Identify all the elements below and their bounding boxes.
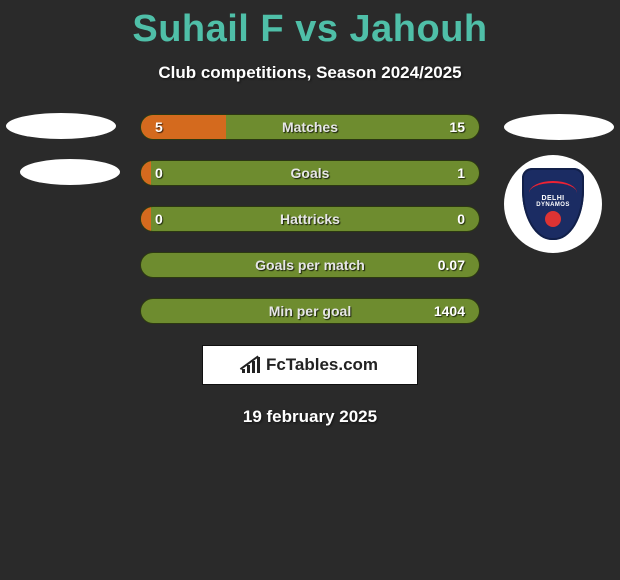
stat-label: Matches [141, 119, 479, 135]
crest-line1: DELHI [542, 195, 565, 202]
stat-row: 5Matches15 [0, 113, 620, 141]
stat-row: Min per goal1404 [0, 297, 620, 325]
stat-right-value: 1 [457, 165, 465, 181]
club-badge: DELHIDYNAMOS [504, 155, 602, 253]
stat-label: Goals [141, 165, 479, 181]
subtitle: Club competitions, Season 2024/2025 [0, 63, 620, 83]
stat-label: Hattricks [141, 211, 479, 227]
brand-box[interactable]: FcTables.com [202, 345, 418, 385]
page-title: Suhail F vs Jahouh [0, 0, 620, 51]
stats-rows: 5Matches15DELHIDYNAMOS0Goals10Hattricks0… [0, 113, 620, 325]
stat-bar: 0Goals1 [140, 160, 480, 186]
player-right-placeholder-icon [504, 114, 614, 140]
stat-right-value: 15 [449, 119, 465, 135]
stat-right-value: 1404 [434, 303, 465, 319]
bar-chart-icon [242, 357, 262, 373]
stat-row: Goals per match0.07 [0, 251, 620, 279]
player-left-placeholder-icon [20, 159, 120, 185]
stat-bar: Goals per match0.07 [140, 252, 480, 278]
stat-label: Min per goal [141, 303, 479, 319]
stat-row: 0Hattricks0 [0, 205, 620, 233]
player-left-placeholder-icon [6, 113, 116, 139]
stat-right-value: 0 [457, 211, 465, 227]
date-label: 19 february 2025 [0, 407, 620, 427]
brand-text: FcTables.com [266, 355, 378, 375]
stat-bar: 5Matches15 [140, 114, 480, 140]
stat-label: Goals per match [141, 257, 479, 273]
stat-bar: 0Hattricks0 [140, 206, 480, 232]
stat-right-value: 0.07 [438, 257, 465, 273]
stat-row: DELHIDYNAMOS0Goals1 [0, 159, 620, 187]
stat-bar: Min per goal1404 [140, 298, 480, 324]
